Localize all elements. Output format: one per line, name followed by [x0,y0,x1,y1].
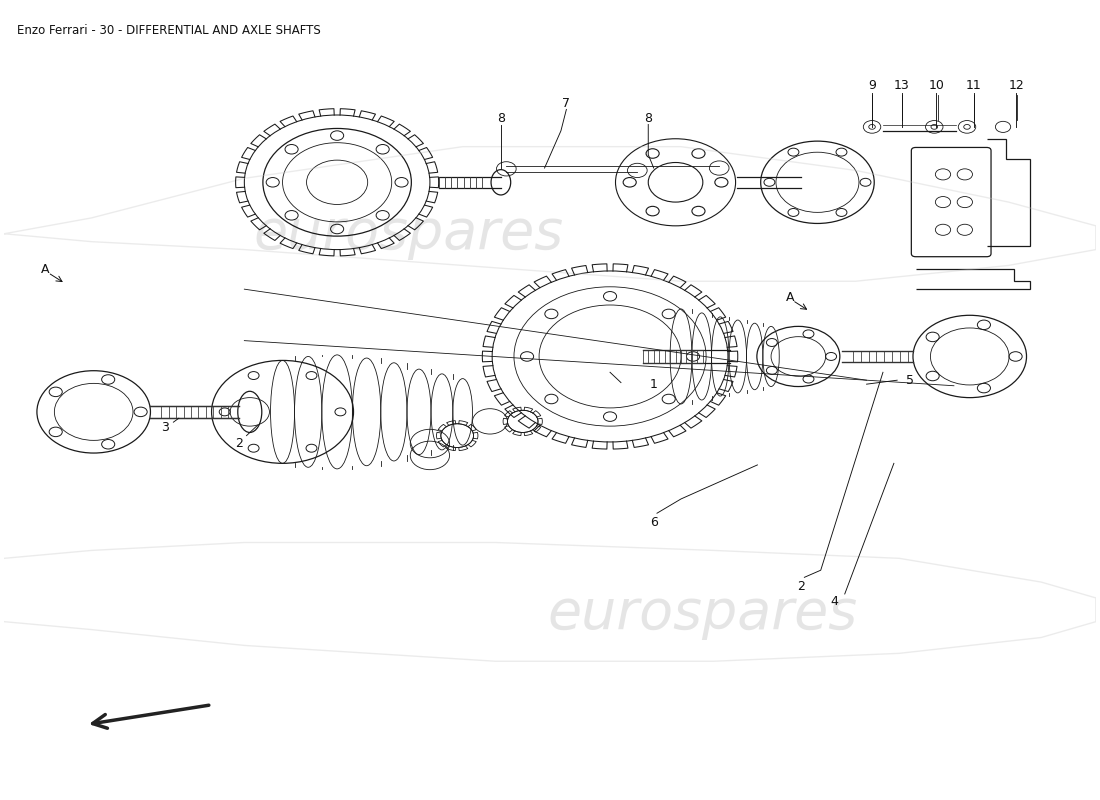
Text: eurospares: eurospares [253,207,563,260]
Text: 6: 6 [650,516,658,530]
Text: 12: 12 [1009,79,1024,92]
Text: 8: 8 [497,113,505,126]
Text: A: A [42,263,50,276]
Text: Enzo Ferrari - 30 - DIFFERENTIAL AND AXLE SHAFTS: Enzo Ferrari - 30 - DIFFERENTIAL AND AXL… [18,24,321,37]
Text: 9: 9 [868,79,876,92]
Text: 10: 10 [928,79,945,92]
Text: A: A [785,290,794,303]
Text: 8: 8 [645,113,652,126]
Text: 5: 5 [906,374,914,386]
Text: 2: 2 [235,437,243,450]
Text: 4: 4 [829,595,838,608]
Text: 1: 1 [650,378,658,390]
Text: 11: 11 [966,79,981,92]
Text: eurospares: eurospares [548,587,858,640]
Text: 3: 3 [161,422,168,434]
Text: 13: 13 [893,79,910,92]
Text: 7: 7 [562,97,571,110]
Text: 2: 2 [798,579,805,593]
